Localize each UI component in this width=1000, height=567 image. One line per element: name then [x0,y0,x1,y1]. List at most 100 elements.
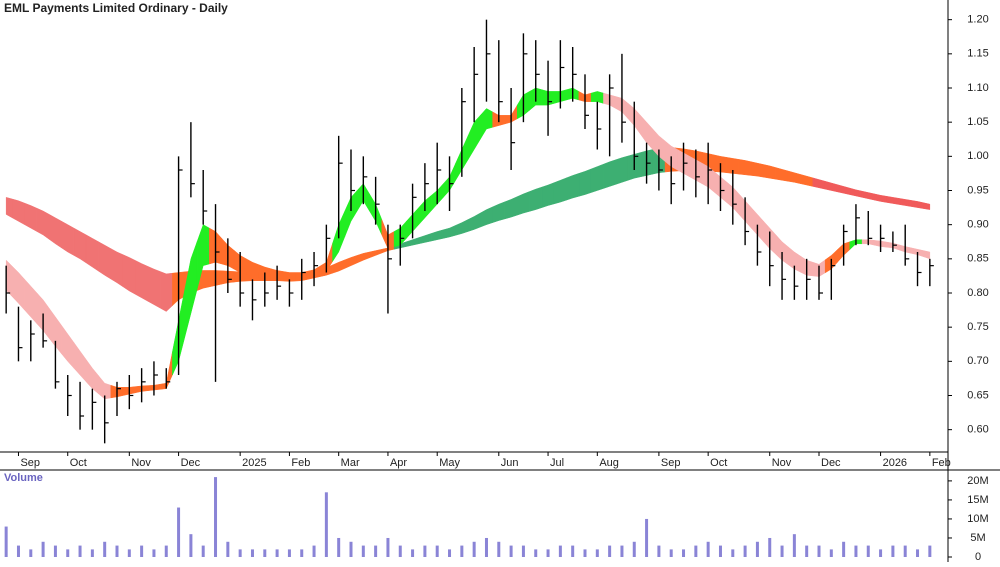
volume-bar [534,549,538,557]
volume-bar [546,549,550,557]
volume-bar [337,537,341,557]
volume-bar [792,534,796,557]
volume-bar [706,541,710,557]
ribbon-segment [246,258,259,278]
volume-bar [238,549,242,557]
ribbon-segment [24,202,38,232]
volume-bar [127,549,131,557]
ribbon-segment [553,177,567,205]
ribbon-segment [73,227,87,264]
volume-bar [928,545,932,557]
volume-bar [472,541,476,557]
volume-bar [300,549,304,557]
volume-bar [558,545,562,557]
ribbon-segment [541,182,555,208]
y-tick-label: 15M [967,494,988,506]
ribbon-segment [837,184,851,195]
ribbon-segment [763,164,777,180]
ribbon-segment [455,219,469,236]
volume-bar [460,545,464,557]
ribbon-segment [824,180,838,193]
ribbon-segment [147,265,161,309]
x-tick-label: Sep [20,457,40,469]
volume-bar [435,545,439,557]
volume-bar [521,545,525,557]
ribbon-segment [480,206,493,228]
ribbon-segment [98,374,112,400]
volume-bar [657,545,661,557]
ribbon-segment [430,229,444,242]
ribbon-segment [492,201,506,223]
volume-bar [250,549,254,557]
x-tick-label: Aug [599,457,619,469]
y-tick-label: 1.00 [967,150,988,162]
volume-bar [177,507,181,557]
volume-bar [152,549,156,557]
ribbon-segment [5,259,13,298]
volume-bar [891,545,895,557]
volume-bar [620,545,624,557]
volume-bar [115,545,119,557]
volume-bar [53,545,57,557]
x-tick-label: Oct [710,457,727,469]
volume-bar [226,541,230,557]
x-tick-label: Sep [661,457,681,469]
volume-bar [324,492,328,557]
ribbon-segment [356,251,370,264]
x-tick-label: May [439,457,460,469]
x-tick-label: Nov [131,457,151,469]
ribbon-segment [406,237,419,247]
volume-bar [398,545,402,557]
ribbon-segment [751,161,764,178]
ribbon-segment [615,155,629,185]
ribbon-segment [85,234,99,272]
y-tick-label: 0.75 [967,321,988,333]
volume-bar [509,545,513,557]
volume-bar [632,541,636,557]
ribbon-segment [738,159,752,176]
y-tick-label: 0.70 [967,355,988,367]
ribbon-segment [566,173,580,201]
ribbon-segment [344,255,358,269]
volume-bar [287,549,291,557]
volume-bar [16,545,20,557]
x-tick-label: Mar [341,457,360,469]
volume-bar [90,549,94,557]
ribbon-segment [369,248,383,259]
volume-bar [497,541,501,557]
y-tick-label: 0 [975,551,981,562]
ribbon-segment [812,177,826,190]
y-tick-label: 0.60 [967,424,988,436]
volume-bar [866,545,870,557]
volume-bar [484,537,488,557]
ribbon-segment [923,202,931,210]
ribbon-segment [12,198,25,226]
volume-bar [164,545,168,557]
volume-bar [743,545,747,557]
y-tick-label: 5M [970,532,985,544]
volume-bar [829,549,833,557]
y-tick-label: 0.65 [967,389,988,401]
volume-bar [78,545,82,557]
ribbon-segment [61,220,75,256]
volume-bar [805,545,809,557]
chart-title: EML Payments Limited Ordinary - Daily [4,1,228,15]
volume-bar [214,477,218,557]
ribbon-segment [110,248,124,288]
x-tick-label: 2025 [242,457,266,469]
ribbon-segment [24,278,38,325]
volume-bar [361,545,365,557]
ribbon-segment [874,193,887,203]
ribbon-segment [467,212,481,232]
ribbon-segment [517,191,530,216]
x-tick-label: Dec [821,457,841,469]
x-tick-label: Oct [70,457,87,469]
ribbon-segment [578,168,592,197]
volume-bar [903,545,907,557]
ribbon-segment [861,190,875,201]
ribbon-segment [898,198,912,207]
x-tick-label: Jul [550,457,564,469]
y-tick-label: 0.80 [967,287,988,299]
ribbon-segment [787,170,801,184]
